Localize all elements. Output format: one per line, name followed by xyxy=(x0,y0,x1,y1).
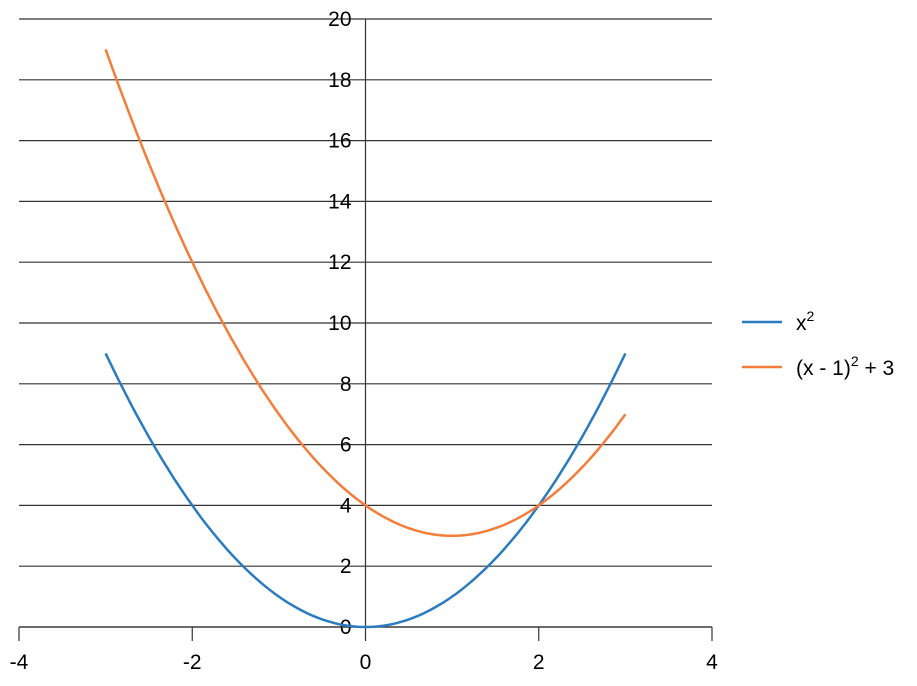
legend-label-rest: + 3 xyxy=(859,357,895,380)
legend-label-sup: 2 xyxy=(807,308,815,324)
y-tick-label: 14 xyxy=(328,190,352,213)
y-tick-label: 2 xyxy=(340,555,352,578)
x-tick-label: -4 xyxy=(10,651,29,674)
x-tick-label: 4 xyxy=(706,651,718,674)
y-tick-label: 18 xyxy=(328,69,351,92)
y-tick-label: 10 xyxy=(328,312,351,335)
legend-label-1: (x - 1)2 + 3 xyxy=(796,353,894,380)
y-tick-label: 12 xyxy=(328,251,351,274)
x-tick-label: 0 xyxy=(360,651,372,674)
y-tick-label: 20 xyxy=(328,8,351,31)
x-tick-label: 2 xyxy=(533,651,545,674)
legend-label-sup: 2 xyxy=(851,353,859,369)
legend-label-base: (x - 1) xyxy=(796,357,851,380)
y-tick-label: 4 xyxy=(340,494,352,517)
y-tick-label: 16 xyxy=(328,130,351,153)
legend: x2(x - 1)2 + 3 xyxy=(742,308,894,380)
series-line-1 xyxy=(104,48,627,538)
legend-label-0: x2 xyxy=(796,308,815,335)
y-tick-label: 6 xyxy=(340,434,352,457)
x-tick-label: -2 xyxy=(183,651,202,674)
series-lines xyxy=(104,48,627,629)
legend-label-base: x xyxy=(796,312,807,335)
y-tick-label: 8 xyxy=(340,373,352,396)
